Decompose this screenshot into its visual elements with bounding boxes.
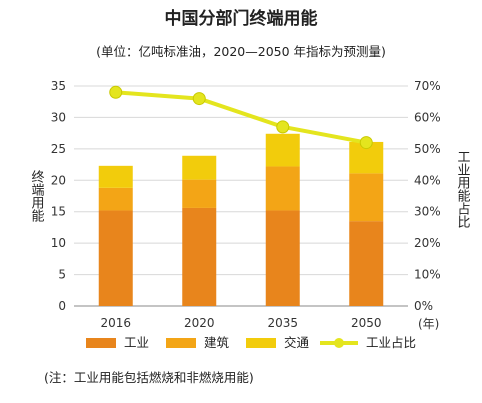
right-tick-label: 60% bbox=[414, 110, 441, 124]
bar-交通-2035 bbox=[265, 133, 300, 167]
bar-建筑-2035 bbox=[265, 166, 300, 211]
right-tick-label: 30% bbox=[414, 205, 441, 219]
left-axis-ticks: 0 5 10 15 20 25 30 35 bbox=[51, 79, 66, 313]
right-tick-label: 10% bbox=[414, 268, 441, 282]
right-tick-label: 70% bbox=[414, 79, 441, 93]
bar-工业-2035 bbox=[265, 210, 300, 306]
right-axis-label: 工业用能占比 bbox=[455, 150, 471, 229]
x-axis-unit: (年) bbox=[418, 317, 439, 331]
legend-marker bbox=[334, 338, 344, 348]
legend-label: 工业占比 bbox=[366, 335, 416, 350]
left-axis-label: 终端用能 bbox=[29, 169, 45, 222]
chart-title: 中国分部门终端用能 bbox=[165, 8, 318, 29]
legend-swatch bbox=[246, 338, 276, 348]
x-axis-ticks: 2016 2020 2035 2050 bbox=[100, 316, 381, 330]
left-tick-label: 5 bbox=[58, 268, 66, 282]
bar-工业-2020 bbox=[182, 207, 217, 306]
chart-subtitle: (单位：亿吨标准油，2020—2050 年指标为预测量) bbox=[96, 44, 386, 59]
share-line-path bbox=[115, 90, 367, 145]
right-tick-label: 40% bbox=[414, 173, 441, 187]
right-axis-ticks: 0% 10% 20% 30% 40% 50% 60% 70% bbox=[414, 79, 441, 313]
left-tick-label: 25 bbox=[51, 142, 66, 156]
left-tick-label: 15 bbox=[51, 205, 66, 219]
share-point-2035 bbox=[276, 120, 290, 134]
x-tick-label: 2016 bbox=[100, 316, 131, 330]
left-tick-label: 10 bbox=[51, 236, 66, 250]
legend-label: 建筑 bbox=[204, 335, 230, 350]
right-tick-label: 20% bbox=[414, 236, 441, 250]
bars bbox=[98, 133, 384, 306]
left-tick-label: 0 bbox=[58, 299, 66, 313]
left-tick-label: 20 bbox=[51, 173, 66, 187]
legend-swatch bbox=[166, 338, 196, 348]
share-line bbox=[109, 85, 373, 150]
bar-建筑-2016 bbox=[98, 187, 133, 211]
right-tick-label: 0% bbox=[414, 299, 433, 313]
bar-建筑-2050 bbox=[349, 173, 384, 222]
chart-note: (注：工业用能包括燃烧和非燃烧用能) bbox=[44, 370, 254, 385]
x-tick-label: 2050 bbox=[351, 316, 382, 330]
left-tick-label: 35 bbox=[51, 79, 66, 93]
share-point-2016 bbox=[109, 85, 123, 99]
legend-swatch bbox=[86, 338, 116, 348]
bar-交通-2020 bbox=[182, 155, 217, 180]
legend: 工业 建筑 交通 工业占比 bbox=[86, 335, 416, 350]
right-tick-label: 50% bbox=[414, 142, 441, 156]
legend-label: 交通 bbox=[284, 335, 310, 350]
legend-label: 工业 bbox=[124, 335, 149, 350]
share-point-2050 bbox=[359, 136, 373, 150]
x-tick-label: 2035 bbox=[267, 316, 298, 330]
left-tick-label: 30 bbox=[51, 110, 66, 124]
share-point-2020 bbox=[192, 92, 206, 106]
x-tick-label: 2020 bbox=[184, 316, 215, 330]
bar-交通-2016 bbox=[98, 165, 133, 188]
bar-建筑-2020 bbox=[182, 179, 217, 208]
bar-工业-2016 bbox=[98, 210, 133, 306]
bar-工业-2050 bbox=[349, 221, 384, 306]
